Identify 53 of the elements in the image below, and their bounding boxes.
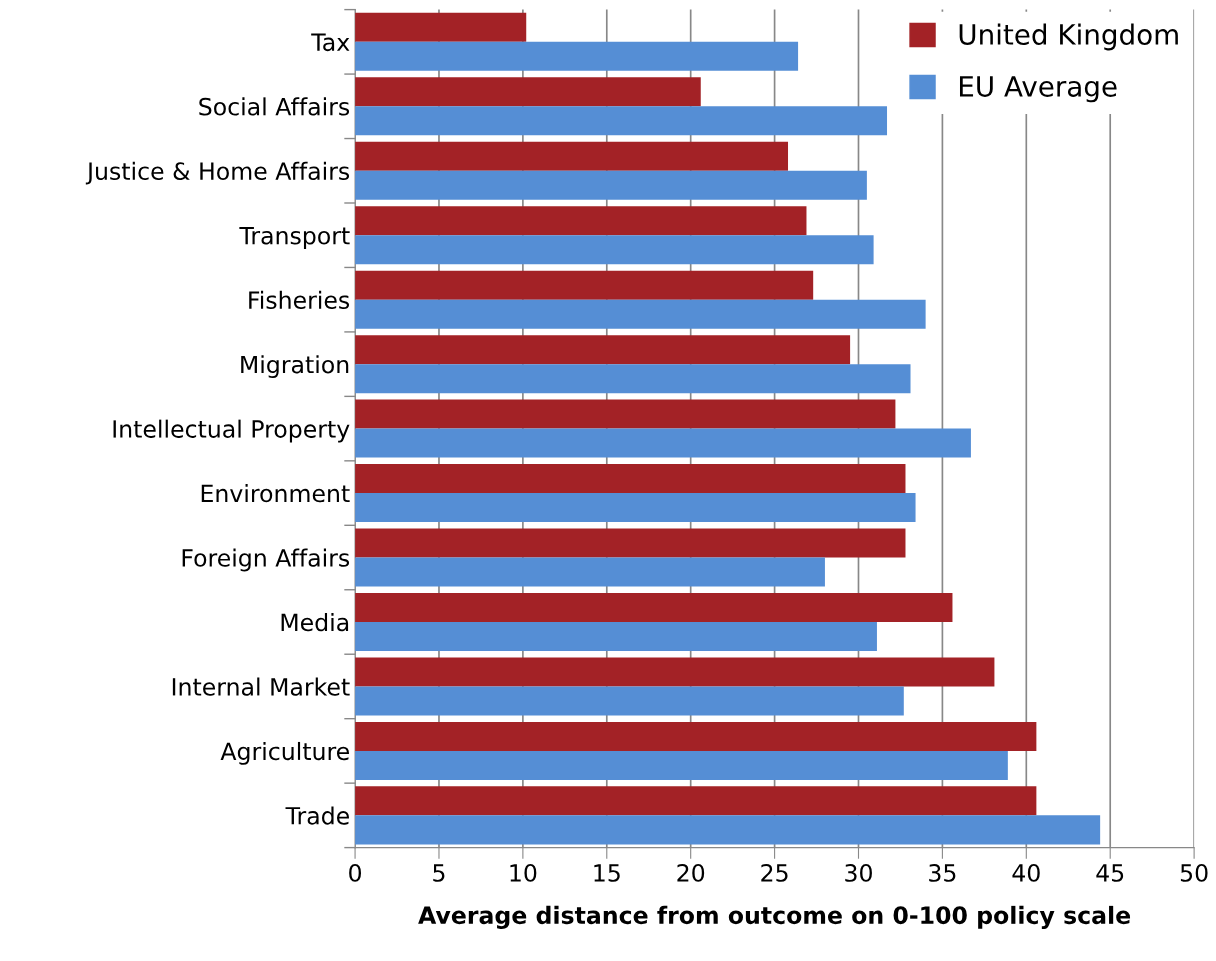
x-tick-label: 35 bbox=[929, 863, 956, 882]
bar bbox=[355, 299, 926, 329]
y-tick-label: Environment bbox=[201, 484, 350, 503]
legend-label: EU Average bbox=[959, 76, 1117, 103]
bar bbox=[355, 815, 1101, 845]
bar bbox=[355, 206, 807, 236]
x-tick-label: 50 bbox=[1180, 863, 1208, 882]
bar bbox=[355, 399, 896, 429]
x-tick-label: 40 bbox=[1012, 863, 1040, 882]
bar bbox=[355, 77, 701, 107]
bar bbox=[355, 364, 911, 394]
bar bbox=[355, 657, 995, 687]
bar bbox=[355, 721, 1037, 751]
y-tick-label: Tax bbox=[311, 33, 350, 52]
bar bbox=[355, 557, 825, 587]
y-tick-label: Justice & Home Affairs bbox=[85, 161, 350, 185]
y-tick-label: Fisheries bbox=[249, 290, 350, 309]
bar bbox=[355, 12, 527, 42]
y-tick-label: Migration bbox=[241, 355, 349, 379]
bar bbox=[355, 270, 814, 300]
y-tick-label: Trade bbox=[285, 806, 349, 825]
y-tick-label: Media bbox=[281, 613, 349, 632]
bar bbox=[355, 41, 799, 71]
bar bbox=[355, 621, 877, 651]
x-tick-label: 10 bbox=[510, 863, 537, 882]
y-tick-label: Social Affairs bbox=[199, 97, 350, 116]
bar bbox=[355, 493, 916, 523]
x-tick-label: 0 bbox=[349, 863, 362, 882]
bar bbox=[355, 335, 851, 365]
x-tick-label: 20 bbox=[677, 863, 705, 882]
bar bbox=[355, 106, 888, 136]
bar bbox=[355, 686, 904, 716]
x-tick-label: 25 bbox=[761, 863, 788, 882]
x-axis-title: Average distance from outcome on 0-100 policy scale bbox=[418, 905, 1131, 929]
x-tick-label: 5 bbox=[433, 864, 445, 882]
y-tick-label: Transport bbox=[239, 226, 350, 250]
bar bbox=[355, 786, 1037, 816]
x-tick-label: 30 bbox=[845, 863, 872, 882]
bar bbox=[355, 750, 1008, 780]
bar bbox=[355, 170, 867, 200]
bar bbox=[355, 141, 789, 171]
bar bbox=[355, 528, 906, 558]
y-tick-label: Foreign Affairs bbox=[182, 548, 350, 572]
x-tick-label: 45 bbox=[1096, 864, 1124, 882]
x-tick-label: 15 bbox=[594, 864, 620, 882]
y-tick-label: Intellectual Property bbox=[113, 419, 350, 443]
y-tick-label: Internal Market bbox=[172, 677, 350, 696]
bar bbox=[355, 464, 906, 494]
legend-label: United Kingdom bbox=[959, 23, 1178, 51]
bar bbox=[355, 235, 874, 265]
bar bbox=[355, 592, 953, 622]
y-tick-label: Agriculture bbox=[220, 741, 349, 765]
bar bbox=[355, 428, 971, 458]
